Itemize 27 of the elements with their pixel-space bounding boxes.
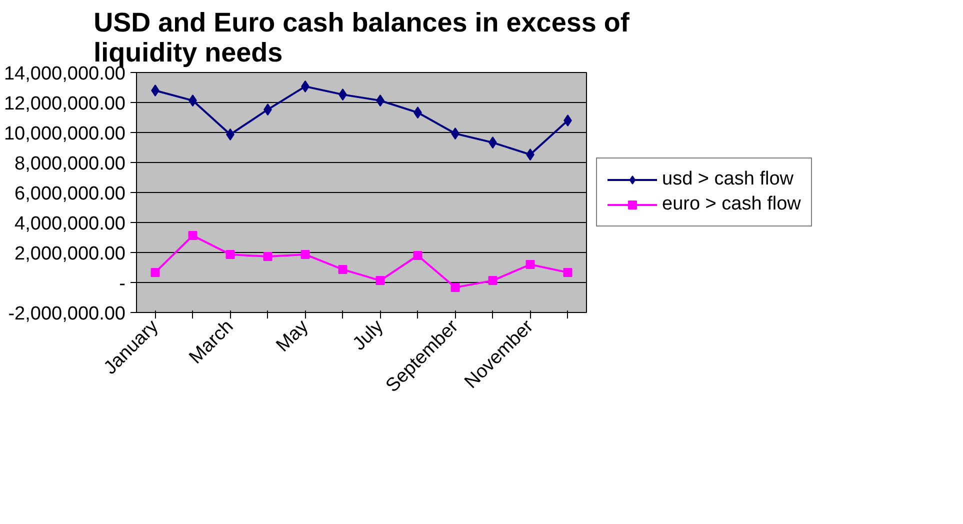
point [413, 251, 422, 260]
x-tick-label: July [348, 316, 388, 355]
point [563, 268, 572, 277]
point [263, 252, 272, 262]
y-tick-label: 6,000,000.00 [14, 184, 126, 204]
point [226, 250, 235, 259]
y-tick-label: 2,000,000.00 [14, 244, 126, 264]
y-tick-label: 12,000,000.00 [4, 94, 126, 114]
point [450, 282, 460, 292]
point [151, 84, 160, 96]
point [526, 260, 535, 269]
y-tick-label: 8,000,000.00 [14, 154, 126, 174]
y-tick-label: 4,000,000.00 [14, 214, 126, 234]
legend-label: usd > cash flow [662, 168, 794, 190]
point [150, 268, 160, 277]
legend-label: euro > cash flow [662, 194, 801, 216]
x-tick-label: May [272, 316, 314, 356]
y-tick-label: - [119, 274, 126, 294]
point [300, 250, 310, 259]
point [376, 276, 385, 286]
point [564, 114, 572, 126]
y-tick-label: -2,000,000.00 [8, 304, 126, 324]
point [188, 231, 198, 240]
chart-title: USD and Euro cash balances in excess of liquidity needs [94, 8, 630, 68]
point [488, 276, 498, 286]
y-tick-label: 10,000,000.00 [4, 124, 126, 144]
point [338, 264, 348, 274]
